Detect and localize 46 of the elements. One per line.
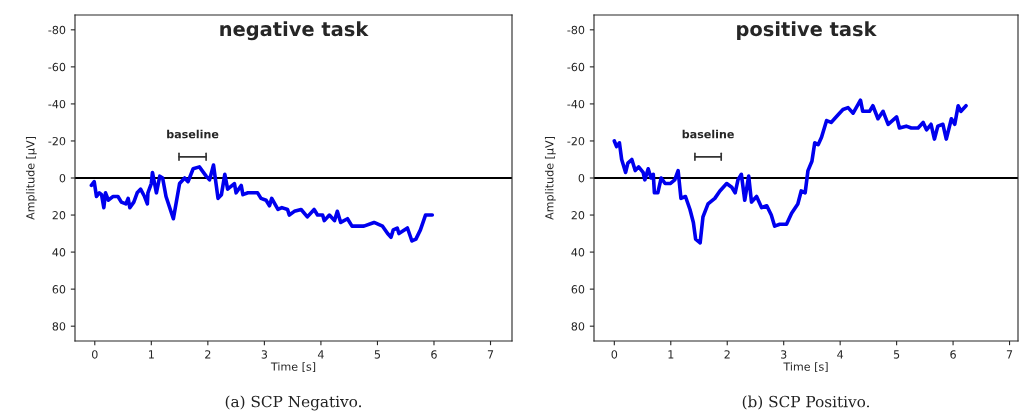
y-tick-label: -60 [48, 62, 66, 72]
x-tick-label: 5 [374, 350, 381, 359]
text: (a) SCP Negativo. [225, 395, 362, 411]
y-tick-label: 60 [52, 285, 66, 294]
y-tick-label: 0 [578, 173, 585, 183]
y-axis-title: Amplitude [μV] [25, 137, 37, 220]
y-tick-label: 40 [52, 248, 66, 257]
y-tick-label: -20 [48, 136, 66, 146]
annotation: baseline [167, 129, 219, 139]
line-series [612, 98, 968, 245]
x-tick-label: 6 [431, 350, 437, 359]
x-tick-label: 7 [487, 350, 494, 359]
x-tick-label: 0 [611, 350, 618, 359]
x-tick-label: 4 [837, 350, 844, 359]
x-tick-label: 2 [205, 350, 211, 359]
x-axis-title: Time [s] [783, 362, 828, 373]
annotation: baseline [682, 129, 734, 139]
y-tick-label: -80 [48, 25, 66, 35]
x-tick-label: 1 [668, 350, 674, 359]
x-tick-label: 1 [149, 350, 154, 359]
y-axis-title: Amplitude [μV] [544, 137, 556, 220]
x-tick-label: 3 [261, 350, 268, 359]
x-tick-label: 6 [950, 350, 956, 359]
x-tick-label: 5 [893, 350, 900, 359]
y-tick-label: -40 [48, 99, 66, 109]
y-tick-label: -40 [567, 99, 585, 109]
chart-title: negative task [220, 21, 369, 41]
y-tick-label: 0 [59, 173, 66, 183]
y-tick-label: 80 [571, 322, 585, 331]
x-tick-label: 2 [724, 350, 730, 359]
line-series [89, 163, 435, 243]
x-tick-label: 7 [1006, 350, 1013, 359]
y-tick-label: 20 [571, 211, 585, 220]
y-tick-label: -20 [567, 136, 585, 146]
y-tick-label: 80 [52, 322, 66, 331]
text: (b) SCP Positivo. [742, 395, 870, 410]
y-tick-label: -60 [567, 62, 585, 72]
x-tick-label: 4 [317, 350, 324, 359]
x-tick-label: 3 [781, 350, 787, 359]
chart-title: positive task [737, 21, 877, 41]
y-tick-label: 40 [571, 248, 585, 257]
x-tick-label: 0 [91, 350, 98, 359]
x-axis-title: Time [s] [270, 362, 316, 373]
y-tick-label: -80 [567, 25, 585, 35]
y-tick-label: 60 [571, 285, 585, 294]
y-tick-label: 20 [52, 211, 66, 220]
